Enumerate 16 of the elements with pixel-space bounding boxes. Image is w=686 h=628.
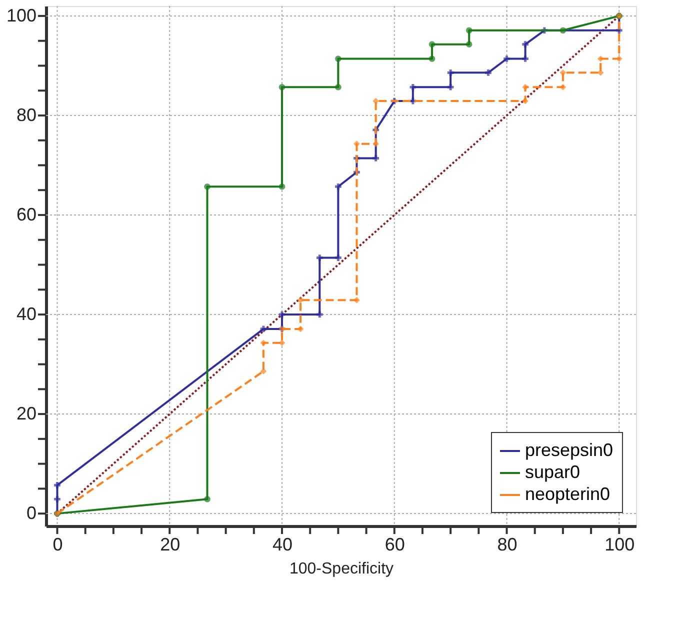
y-tick-label: 80 xyxy=(16,104,36,125)
x-tick-label: 20 xyxy=(160,534,180,554)
x-tick-label: 0 xyxy=(52,534,63,554)
x-tick-label: 100 xyxy=(604,534,635,554)
y-tick-label: 60 xyxy=(16,204,36,224)
y-tick-label: 100 xyxy=(6,5,36,26)
legend-label: neopterin0 xyxy=(525,484,610,504)
x-axis-title: 100-Specificity xyxy=(289,560,394,578)
y-tick-label: 40 xyxy=(16,304,36,324)
x-tick-label: 60 xyxy=(384,534,405,554)
x-tick-label: 40 xyxy=(272,534,293,554)
legend-label: supar0 xyxy=(525,462,580,482)
y-tick-label: 20 xyxy=(16,404,36,424)
x-tick-label: 80 xyxy=(497,534,518,554)
y-tick-label: 0 xyxy=(26,503,36,524)
legend-label: presepsin0 xyxy=(525,440,614,460)
